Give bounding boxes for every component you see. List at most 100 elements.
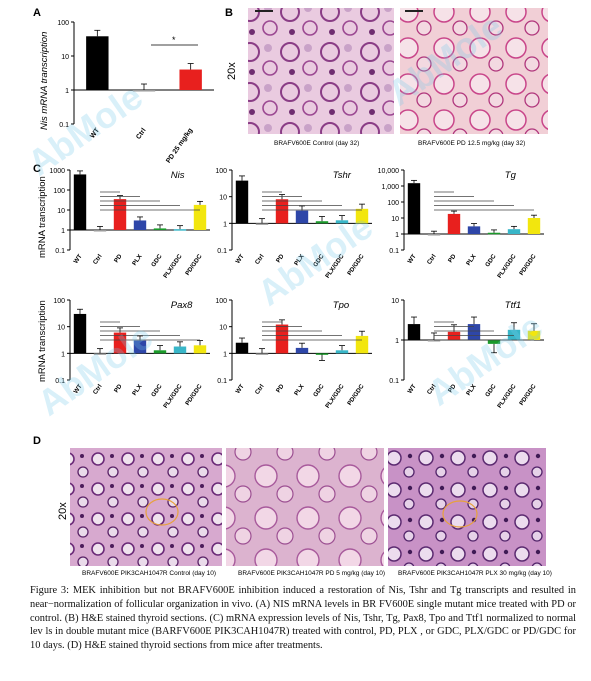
x-tick-label: WT: [89, 126, 101, 139]
chart-a: 100 10 1 0.1 WT Ctrl PD 25 mg/kg: [57, 20, 214, 165]
bar-plx-gdc: [173, 229, 187, 231]
bar-ctrl: [255, 223, 269, 225]
bar-ctrl: [93, 230, 107, 232]
bar-wt: [407, 183, 421, 234]
x-tick-label: Ctrl: [92, 253, 104, 266]
x-tick-label: PLX: [293, 382, 306, 397]
y-tick-label: 100: [57, 20, 69, 27]
scale-bar: [405, 10, 423, 12]
bar-pd-gdc: [193, 345, 207, 354]
x-tick-label: PD: [113, 253, 124, 264]
bar-pd: [447, 213, 461, 234]
y-tick-label: 1: [65, 88, 69, 95]
y-tick-label: 0.1: [389, 248, 399, 255]
x-tick-label: PD/GDC: [346, 383, 366, 407]
chart-title: Tshr: [333, 170, 352, 181]
y-tick-label: 10: [57, 208, 65, 215]
panel-c-letter: C: [33, 163, 41, 175]
y-tick-label: 1: [223, 221, 227, 228]
y-tick-label: 100: [53, 298, 65, 305]
x-tick-label: Ctrl: [254, 253, 266, 266]
x-tick-label: PLX/GDC: [324, 383, 346, 410]
y-tick-label: 100: [387, 200, 399, 207]
x-tick-label: WT: [72, 253, 83, 265]
x-tick-label: Ctrl: [426, 383, 438, 396]
x-tick-label: Ctrl: [426, 253, 438, 266]
bar-pd-25-mg-kg: [179, 69, 202, 90]
x-tick-label: PLX/GDC: [324, 253, 346, 280]
x-tick-label: PD/GDC: [518, 383, 538, 407]
y-tick-label: 1: [61, 351, 65, 358]
y-tick-label: 100: [215, 168, 227, 175]
chart-title: Pax8: [171, 300, 193, 311]
panel-b-caption-1: BRAFV600E Control (day 32): [274, 140, 359, 147]
panel-b-caption-2: BRAFV600E PD 12.5 mg/kg (day 32): [418, 140, 525, 147]
panel-d-letter: D: [33, 435, 41, 447]
y-tick-label: 10,000: [378, 168, 400, 175]
bar-plx: [295, 347, 309, 354]
panel-d-caption-3: BRAFV600E PIK3CAH1047R PLX 30 mg/kg (day…: [398, 570, 552, 577]
bar-pd-gdc: [355, 335, 369, 354]
panel-b-letter: B: [225, 7, 233, 19]
y-tick-label: 10: [57, 325, 65, 332]
y-tick-label: 0.1: [389, 378, 399, 385]
x-tick-label: WT: [406, 383, 417, 395]
x-tick-label: PLX: [131, 382, 144, 397]
x-tick-label: GDC: [150, 383, 164, 399]
x-tick-label: PD/GDC: [518, 253, 538, 277]
y-tick-label: 0.1: [55, 378, 65, 385]
y-tick-label: 0.1: [217, 248, 227, 255]
bar-pd: [447, 331, 461, 340]
figure-caption: Figure 3: MEK inhibition but not BRAFV60…: [30, 585, 576, 652]
y-tick-label: 100: [215, 298, 227, 305]
panel-c-ylabel-bottom: mRNA transcription: [37, 300, 48, 382]
y-tick-label: 1,000: [381, 184, 399, 191]
y-tick-label: 1: [223, 351, 227, 358]
bar-plx: [295, 210, 309, 224]
x-tick-label: Ctrl: [135, 127, 148, 141]
bar-wt: [407, 324, 421, 340]
bar-plx: [133, 220, 147, 230]
bar-pd-gdc: [193, 204, 207, 230]
x-tick-label: PLX/GDC: [162, 253, 184, 280]
chart-title: Tpo: [333, 300, 349, 311]
x-tick-label: GDC: [150, 253, 164, 269]
x-tick-label: PLX: [293, 252, 306, 267]
y-tick-label: 1: [395, 338, 399, 345]
panel-d-caption-1: BRAFV600E PIK3CAH1047R Control (day 10): [82, 570, 216, 577]
he-image-double-pd: [226, 448, 384, 566]
bar-pd-gdc: [527, 330, 541, 340]
panel-a-chart: Nis mRNA transcription 100 10 1 0.1 WT Ctrl PD…: [39, 20, 214, 165]
bar-gdc: [487, 232, 501, 235]
bar-plx-gdc: [335, 220, 349, 224]
x-tick-label: PD/GDC: [346, 253, 366, 277]
bar-wt: [235, 342, 249, 354]
y-tick-label: 1: [395, 232, 399, 239]
highlight-circle: [442, 500, 478, 528]
he-image-braf-pd: [400, 8, 548, 134]
bar-plx: [467, 324, 481, 340]
y-tick-label: 1000: [49, 168, 65, 175]
y-tick-label: 10: [61, 54, 69, 61]
panel-d-caption-2: BRAFV600E PIK3CAH1047R PD 5 mg/kg (day 1…: [238, 570, 385, 577]
x-tick-label: PD: [447, 383, 458, 394]
bar-plx-gdc: [507, 329, 521, 340]
x-tick-label: PD: [275, 383, 286, 394]
panel-a-sig: *: [172, 35, 176, 45]
y-tick-label: 10: [219, 195, 227, 202]
bar-ctrl: [427, 234, 441, 236]
bar-ctrl: [93, 353, 107, 355]
x-tick-label: PD/GDC: [184, 383, 204, 407]
bar-gdc: [487, 340, 501, 344]
x-tick-label: PLX: [465, 382, 478, 397]
bar-pd: [113, 199, 127, 230]
bar-wt: [73, 174, 87, 230]
x-tick-label: GDC: [312, 253, 326, 269]
y-tick-label: 0.1: [55, 248, 65, 255]
y-tick-label: 10: [219, 325, 227, 332]
y-tick-label: 0.1: [217, 378, 227, 385]
panel-a-letter: A: [33, 7, 41, 19]
